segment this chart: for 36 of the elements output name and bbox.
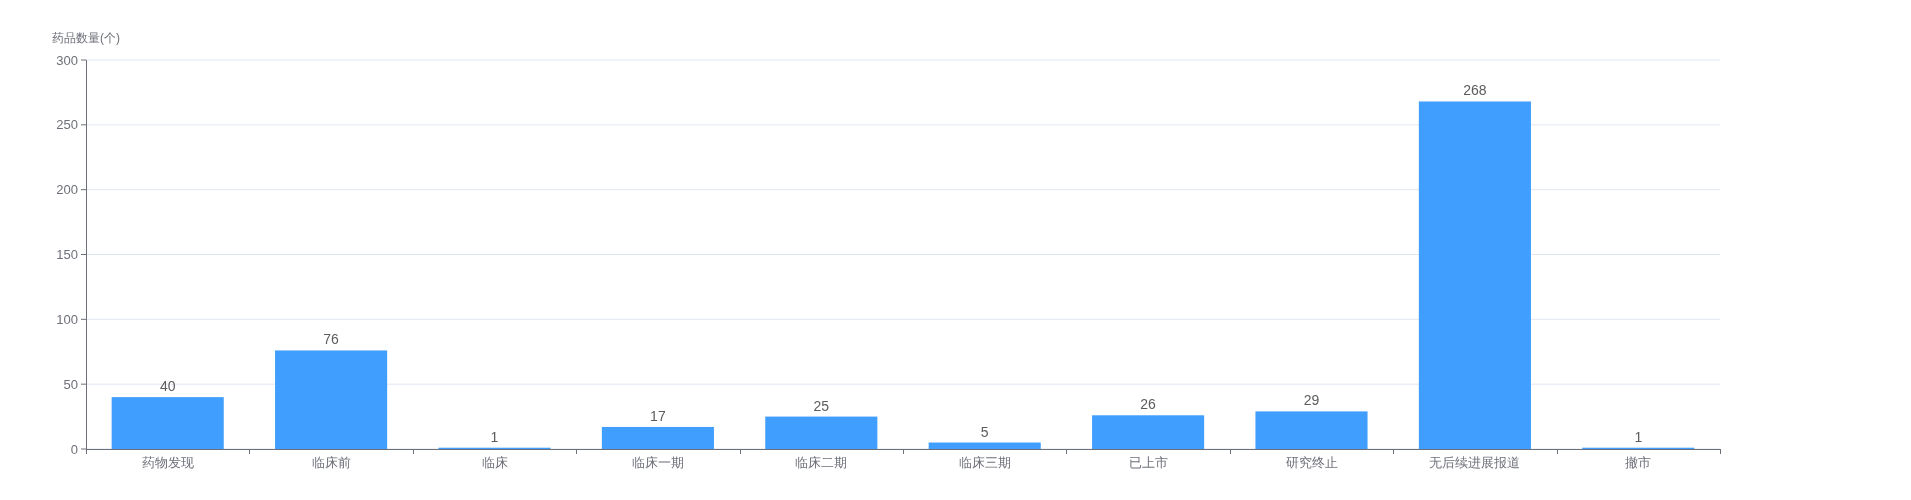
bar bbox=[1418, 101, 1531, 449]
y-tick-label: 50 bbox=[63, 376, 78, 392]
y-tick-label: 200 bbox=[56, 182, 78, 198]
data-label: 268 bbox=[1463, 82, 1487, 99]
y-tick-label: 150 bbox=[56, 247, 78, 262]
bar bbox=[928, 442, 1041, 449]
x-tick-label: 临床一期 bbox=[631, 455, 684, 470]
bar bbox=[765, 416, 878, 449]
data-label: 1 bbox=[490, 428, 499, 445]
x-tick-label: 临床三期 bbox=[958, 455, 1011, 470]
bar bbox=[1092, 415, 1205, 449]
data-label: 26 bbox=[1140, 396, 1157, 413]
x-tick-label: 临床 bbox=[481, 455, 508, 470]
y-axis-title: 药品数量(个) bbox=[52, 31, 120, 45]
y-tick-label: 100 bbox=[56, 311, 78, 327]
bar bbox=[601, 426, 714, 449]
x-tick-label: 临床前 bbox=[311, 455, 351, 470]
data-label: 76 bbox=[323, 331, 340, 348]
data-label: 25 bbox=[813, 397, 830, 414]
x-tick-label: 撤市 bbox=[1625, 455, 1652, 470]
bar bbox=[111, 397, 224, 449]
bar bbox=[275, 350, 388, 449]
y-tick-label: 300 bbox=[56, 52, 78, 68]
bar bbox=[1255, 411, 1368, 449]
data-label: 1 bbox=[1634, 428, 1643, 445]
y-tick-label: 0 bbox=[70, 441, 78, 457]
data-label: 5 bbox=[980, 423, 989, 440]
x-tick-label: 临床二期 bbox=[795, 455, 848, 470]
data-label: 17 bbox=[650, 407, 666, 424]
data-label: 40 bbox=[159, 378, 176, 395]
x-tick-label: 药物发现 bbox=[141, 455, 194, 470]
x-tick-label: 无后续进展报道 bbox=[1429, 455, 1521, 470]
x-tick-label: 研究终止 bbox=[1285, 455, 1338, 470]
x-tick-label: 已上市 bbox=[1128, 455, 1168, 470]
data-label: 29 bbox=[1303, 392, 1320, 409]
y-tick-label: 250 bbox=[56, 117, 78, 133]
